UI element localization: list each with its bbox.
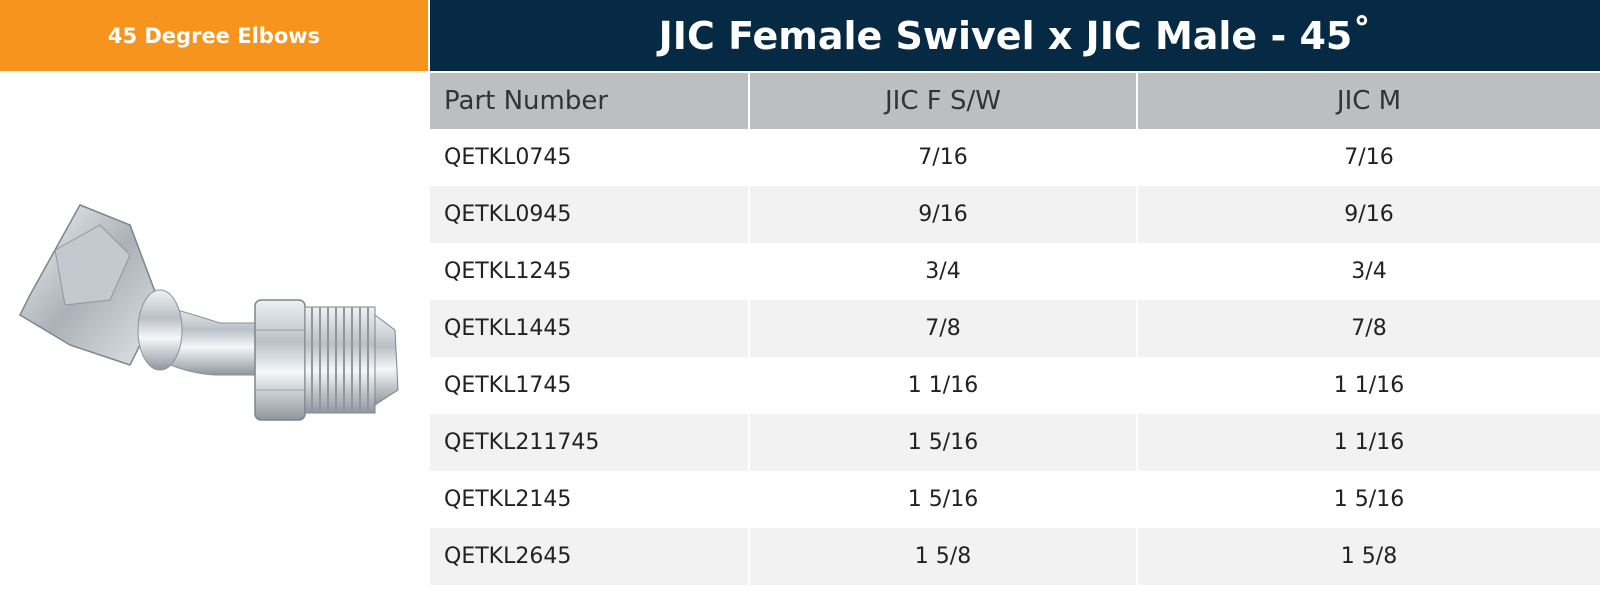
cell-jic-m: 9/16 [1344, 202, 1394, 227]
table-header-row: Part Number JIC F S/W JIC M [430, 73, 1600, 129]
cell-jic-m: 1 5/16 [1333, 487, 1405, 512]
header-jic-f-sw: JIC F S/W [750, 73, 1138, 129]
cell-jic-m: 7/16 [1344, 145, 1394, 170]
parts-table: Part Number JIC F S/W JIC M QETKL0745 7/1… [430, 73, 1600, 585]
cell-part-number: QETKL0945 [430, 186, 750, 243]
cell-part-number: QETKL211745 [430, 414, 750, 471]
cell-jic-f-sw: 1 5/16 [750, 471, 1138, 528]
cell-jic-f-sw: 7/16 [750, 129, 1138, 186]
cell-part-number: QETKL1745 [430, 357, 750, 414]
cell-jic-f-sw: 1 5/8 [750, 528, 1138, 585]
cell-jic-m: 3/4 [1351, 259, 1387, 284]
cell-jic-f-sw: 3/4 [750, 243, 1138, 300]
table-row: QETKL0745 7/16 7/16 [430, 129, 1600, 186]
cell-part-number: QETKL2145 [430, 471, 750, 528]
header-jic-m: JIC M [1336, 86, 1402, 116]
cell-jic-m: 7/8 [1351, 316, 1387, 341]
table-row: QETKL2645 1 5/8 1 5/8 [430, 528, 1600, 585]
table-row: QETKL1245 3/4 3/4 [430, 243, 1600, 300]
table-row: QETKL2145 1 5/16 1 5/16 [430, 471, 1600, 528]
cell-part-number: QETKL1445 [430, 300, 750, 357]
table-row: QETKL0945 9/16 9/16 [430, 186, 1600, 243]
cell-jic-f-sw: 9/16 [750, 186, 1138, 243]
category-label: 45 Degree Elbows [0, 0, 428, 71]
cell-jic-f-sw: 7/8 [750, 300, 1138, 357]
cell-part-number: QETKL2645 [430, 528, 750, 585]
table-row: QETKL1445 7/8 7/8 [430, 300, 1600, 357]
cell-jic-m: 1 5/8 [1340, 544, 1398, 569]
cell-jic-m: 1 1/16 [1333, 373, 1405, 398]
cell-part-number: QETKL0745 [430, 129, 750, 186]
jic-45-elbow-fitting-icon [19, 204, 399, 421]
header-part-number: Part Number [430, 73, 750, 129]
cell-jic-m: 1 1/16 [1333, 430, 1405, 455]
cell-jic-f-sw: 1 5/16 [750, 414, 1138, 471]
table-row: QETKL211745 1 5/16 1 1/16 [430, 414, 1600, 471]
page-title: JIC Female Swivel x JIC Male - 45˚ [430, 0, 1600, 71]
cell-jic-f-sw: 1 1/16 [750, 357, 1138, 414]
table-row: QETKL1745 1 1/16 1 1/16 [430, 357, 1600, 414]
cell-part-number: QETKL1245 [430, 243, 750, 300]
